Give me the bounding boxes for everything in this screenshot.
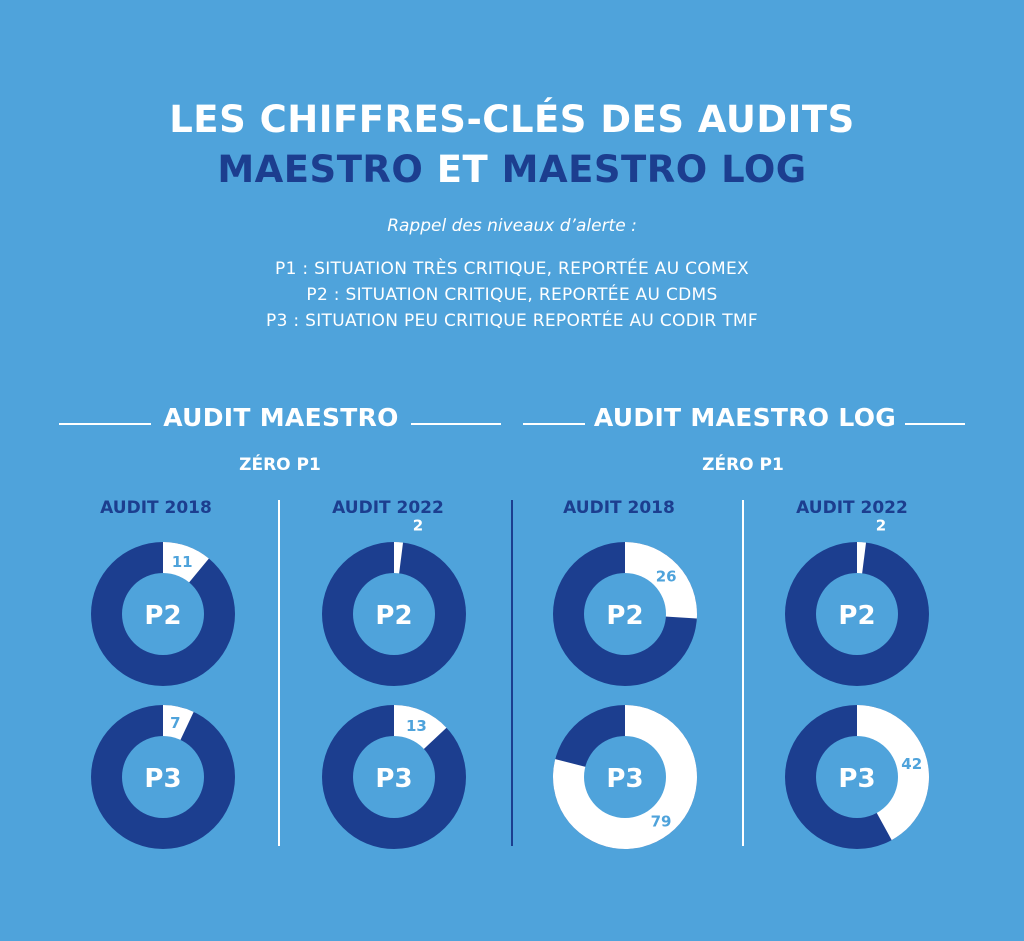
divider-line xyxy=(905,423,965,425)
donut-center-label: P3 xyxy=(606,764,643,794)
donut-hole xyxy=(584,736,666,818)
year-label: AUDIT 2018 xyxy=(100,498,212,518)
title-et: ET xyxy=(423,148,502,191)
year-label: AUDIT 2018 xyxy=(563,498,675,518)
column-divider xyxy=(742,500,744,846)
donut-hole xyxy=(122,573,204,655)
page-title: LES CHIFFRES-CLÉS DES AUDITS xyxy=(169,98,855,141)
level-p1: P1 : SITUATION TRÈS CRITIQUE, REPORTÉE A… xyxy=(275,259,749,279)
page-title-line2: MAESTRO ET MAESTRO LOG xyxy=(0,148,1024,191)
title-maestro-log: MAESTRO LOG xyxy=(501,148,807,191)
donut-hole xyxy=(353,736,435,818)
donut-value-label: 79 xyxy=(651,813,672,831)
donut-value-label: 13 xyxy=(406,717,427,735)
donut-value-label: 2 xyxy=(413,517,423,535)
zero-p1-maestro-log: ZÉRO P1 xyxy=(702,455,784,475)
donut-value-label: 42 xyxy=(901,755,922,773)
year-label: AUDIT 2022 xyxy=(332,498,444,518)
column-divider xyxy=(511,500,513,846)
donut-hole xyxy=(816,736,898,818)
donut-hole xyxy=(816,573,898,655)
zero-p1-maestro: ZÉRO P1 xyxy=(239,455,321,475)
section-title-maestro-log: AUDIT MAESTRO LOG xyxy=(593,403,897,432)
divider-line xyxy=(523,423,585,425)
donut-center-label: P3 xyxy=(375,764,412,794)
donut-center-label: P2 xyxy=(144,601,181,631)
level-p3: P3 : SITUATION PEU CRITIQUE REPORTÉE AU … xyxy=(266,311,758,331)
section-title-maestro: AUDIT MAESTRO xyxy=(163,403,399,432)
donut-value-label: 7 xyxy=(170,714,180,732)
donut-center-label: P3 xyxy=(144,764,181,794)
donut-value-label: 11 xyxy=(172,553,193,571)
title-maestro: MAESTRO xyxy=(217,148,424,191)
divider-line xyxy=(59,423,151,425)
donut-center-label: P2 xyxy=(838,601,875,631)
donut-hole xyxy=(584,573,666,655)
column-divider xyxy=(278,500,280,846)
alert-levels-intro: Rappel des niveaux d’alerte : xyxy=(387,216,637,236)
donut-center-label: P2 xyxy=(606,601,643,631)
donut-center-label: P3 xyxy=(838,764,875,794)
donut-value-label: 26 xyxy=(656,567,677,585)
donut-value-label: 2 xyxy=(876,517,886,535)
year-label: AUDIT 2022 xyxy=(796,498,908,518)
donut-center-label: P2 xyxy=(375,601,412,631)
level-p2: P2 : SITUATION CRITIQUE, REPORTÉE AU CDM… xyxy=(306,285,718,305)
donut-hole xyxy=(122,736,204,818)
divider-line xyxy=(411,423,501,425)
donut-hole xyxy=(353,573,435,655)
